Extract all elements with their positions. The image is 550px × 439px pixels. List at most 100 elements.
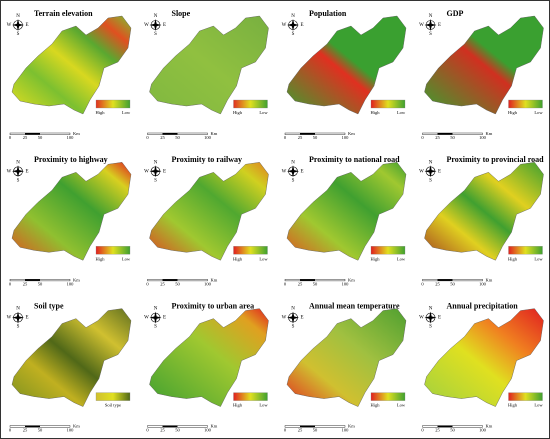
scale-tick-label: 25	[298, 428, 303, 433]
map-region	[424, 15, 544, 115]
map-region	[11, 15, 132, 115]
scale-tick-label: 50	[175, 428, 180, 433]
compass-west: W	[144, 169, 149, 174]
legend-label: High	[508, 256, 518, 261]
scale-unit: Km	[73, 277, 80, 282]
legend-bar	[233, 99, 268, 109]
map-panel: Proximity to national road N SE W High Low 0 25…	[282, 155, 407, 286]
panel-title: Terrain elevation	[34, 9, 93, 18]
compass-north: N	[429, 307, 433, 312]
scale-tick-label: 0	[9, 281, 12, 286]
scale-unit: Km	[73, 131, 80, 136]
panel-title: Proximity to provincial road	[447, 155, 545, 164]
map-panel: Annual precipitation N S E W High Low 0 25 50 100K…	[419, 301, 544, 433]
compass-north: N	[16, 307, 20, 312]
legend-bar	[370, 99, 406, 109]
scale-tick-label: 25	[435, 135, 440, 140]
legend-label: Low	[534, 256, 543, 261]
scale-tick-label: 50	[313, 135, 318, 140]
scale-tick-label: 100	[342, 281, 350, 286]
scale-bar-fill	[162, 425, 178, 428]
scale-tick-label: 25	[160, 135, 165, 140]
legend-label: Low	[534, 110, 543, 115]
compass-south: S	[292, 32, 295, 37]
compass-west: W	[144, 316, 149, 321]
compass-south: S	[154, 32, 157, 37]
scale-tick-label: 25	[435, 281, 440, 286]
legend-label: High	[233, 256, 243, 261]
map-panel: Proximity to railway N S E W High Low 0 25 50 100K…	[144, 155, 269, 286]
panel-title: Proximity to highway	[34, 155, 108, 164]
scale-unit: Km	[211, 277, 218, 282]
compass-needle	[424, 311, 437, 324]
compass-south: S	[292, 178, 295, 183]
scale-tick-label: 0	[284, 281, 287, 286]
compass-east: E	[438, 23, 441, 28]
legend-label: Low	[534, 403, 543, 408]
panel-title: Proximity to urban area	[172, 301, 255, 310]
scale-bar-fill	[437, 425, 453, 428]
compass-east: E	[438, 169, 441, 174]
legend-label: Low	[122, 110, 131, 115]
compass-east: E	[25, 169, 28, 174]
map-region	[286, 308, 407, 407]
compass-west: W	[7, 23, 12, 28]
compass-north: N	[154, 160, 158, 165]
scale-tick-label: 25	[23, 135, 28, 140]
compass-needle	[149, 165, 162, 178]
compass-east: E	[438, 316, 441, 321]
scale-bar-fill	[162, 279, 178, 281]
compass-north: N	[16, 14, 20, 19]
compass-west: W	[419, 316, 424, 321]
legend-bar	[233, 392, 268, 401]
compass-west: W	[419, 169, 424, 174]
legend-label: Low	[259, 110, 268, 115]
panel-title: Slope	[172, 9, 191, 18]
compass-needle	[287, 165, 299, 178]
compass-north: N	[291, 14, 295, 19]
compass-north: N	[429, 14, 433, 19]
scale-tick-label: 100	[204, 281, 212, 286]
scale-tick-label: 0	[421, 428, 424, 433]
scale-unit: Km	[348, 131, 355, 136]
scale-bar-fill	[162, 133, 178, 135]
scale-tick-label: 0	[421, 135, 424, 140]
compass-needle	[287, 311, 299, 324]
scale-bar-fill	[300, 133, 315, 135]
panel-title: GDP	[447, 9, 464, 18]
scale-tick-label: 50	[450, 428, 455, 433]
compass-west: W	[7, 316, 12, 321]
scale-unit: Km	[73, 424, 80, 429]
panel-title: Population	[309, 9, 347, 18]
compass-south: S	[154, 325, 157, 330]
scale-bar-fill	[437, 133, 453, 135]
compass-south: S	[154, 178, 157, 183]
legend-label: High	[371, 110, 381, 115]
legend-label: Low	[397, 256, 406, 261]
legend-label: Soil type	[105, 403, 121, 408]
compass-south: S	[292, 325, 295, 330]
compass-south: S	[429, 325, 432, 330]
scale-tick-label: 50	[38, 428, 43, 433]
map-panel: Proximity to provincial road N S E W High Low 0…	[419, 155, 544, 286]
scale-tick-label: 50	[175, 135, 180, 140]
scale-tick-label: 100	[342, 428, 350, 433]
map-region	[286, 162, 407, 261]
legend-bar	[370, 246, 406, 255]
legend-label: High	[508, 110, 518, 115]
legend-label: High	[371, 256, 381, 261]
scale-bar-fill	[300, 279, 315, 281]
compass-south: S	[17, 32, 20, 37]
compass-north: N	[429, 160, 433, 165]
scale-tick-label: 100	[67, 135, 75, 140]
scale-tick-label: 0	[146, 428, 149, 433]
map-panel: Proximity to highway N SE W High Low 0 25 50 100K…	[7, 155, 132, 286]
scale-tick-label: 50	[450, 281, 455, 286]
scale-bar-fill	[25, 133, 40, 135]
compass-west: W	[144, 23, 149, 28]
scale-tick-label: 25	[160, 281, 165, 286]
scale-bar-fill	[437, 279, 453, 281]
